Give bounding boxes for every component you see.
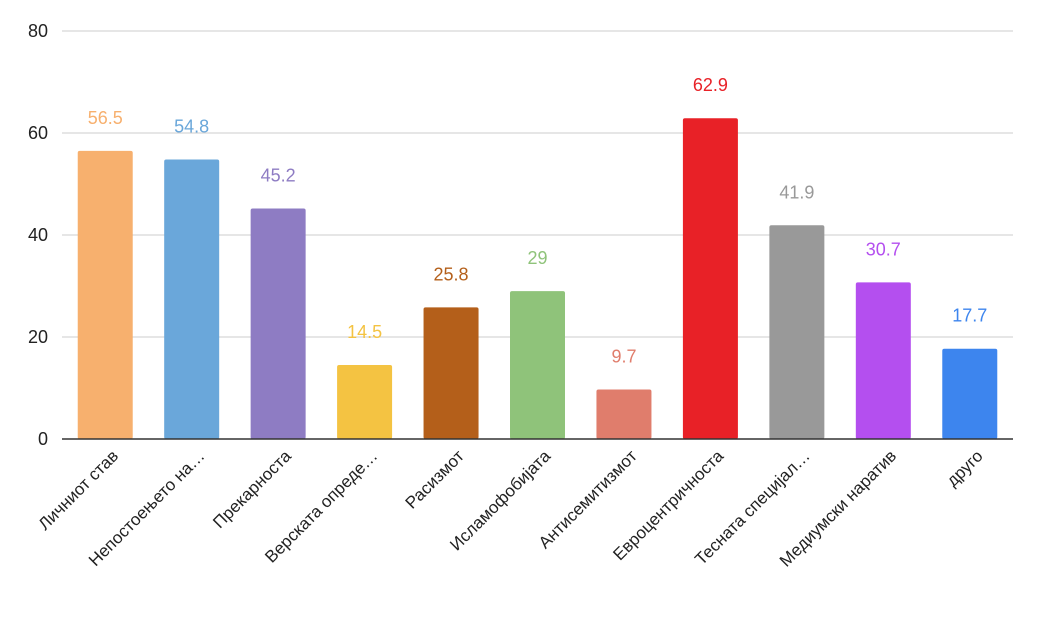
x-tick-label: Прекарноста bbox=[209, 446, 295, 532]
bar bbox=[164, 159, 220, 439]
data-label: 30.7 bbox=[866, 239, 901, 259]
bar bbox=[942, 348, 998, 439]
data-labels: 56.5 54.8 45.2 14.5 25.8 29 9.7 62.9 41.9 30.7 17.… bbox=[88, 75, 988, 366]
y-tick-label: 60 bbox=[28, 123, 48, 143]
data-label: 45.2 bbox=[261, 165, 296, 185]
y-axis-ticks: 0 20 40 60 80 bbox=[28, 21, 48, 449]
data-label: 41.9 bbox=[779, 182, 814, 202]
data-label: 54.8 bbox=[174, 117, 209, 137]
data-label: 62.9 bbox=[693, 75, 728, 95]
bar bbox=[855, 282, 911, 439]
bar bbox=[769, 225, 825, 439]
y-tick-label: 80 bbox=[28, 21, 48, 41]
x-tick-label: Расизмот bbox=[402, 446, 468, 512]
x-tick-label: друго bbox=[943, 446, 987, 490]
data-label: 25.8 bbox=[434, 264, 469, 284]
data-label: 56.5 bbox=[88, 108, 123, 128]
bar bbox=[596, 389, 652, 439]
bar bbox=[423, 307, 479, 439]
data-label: 29 bbox=[527, 248, 547, 268]
data-label: 14.5 bbox=[347, 322, 382, 342]
data-label: 9.7 bbox=[611, 347, 636, 367]
bar bbox=[510, 291, 565, 439]
bar bbox=[77, 150, 133, 439]
y-tick-label: 40 bbox=[28, 225, 48, 245]
x-tick-label: Личниот став bbox=[35, 446, 122, 533]
bars bbox=[77, 118, 998, 440]
bar bbox=[682, 118, 738, 440]
y-tick-label: 20 bbox=[28, 327, 48, 347]
bar bbox=[250, 208, 306, 439]
y-tick-label: 0 bbox=[38, 429, 48, 449]
bar bbox=[337, 365, 393, 439]
data-label: 17.7 bbox=[952, 306, 987, 326]
